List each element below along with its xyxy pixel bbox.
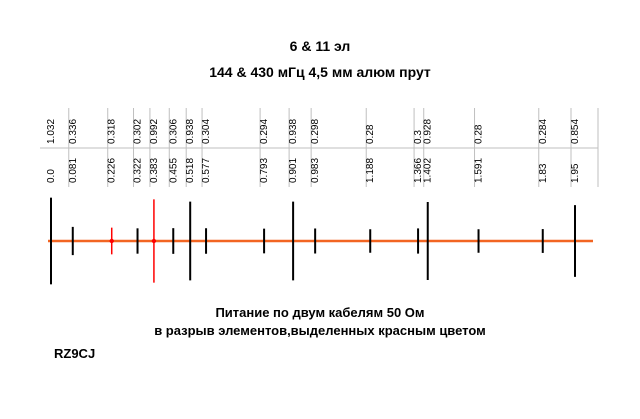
element-length-label: 1.032: [46, 119, 57, 144]
caption-line-1: Питание по двум кабелям 50 Ом: [0, 305, 640, 320]
element-length-label: 0.992: [149, 119, 160, 144]
element-position-label: 0.518: [185, 158, 196, 183]
element-position-label: 0.455: [168, 158, 179, 183]
feed-point-marker: [110, 239, 114, 243]
element-length-label: 0.28: [474, 124, 485, 144]
element-length-label: 0.298: [310, 119, 321, 144]
element-length-label: 0.928: [423, 119, 434, 144]
element-position-label: 0.983: [310, 158, 321, 183]
element-position-label: 0.081: [68, 158, 79, 183]
element-length-label: 0.304: [201, 119, 212, 144]
element-position-label: 1.188: [365, 158, 376, 183]
element-position-label: 1.95: [570, 163, 581, 183]
author-callsign: RZ9CJ: [54, 346, 95, 361]
feed-point-marker: [152, 239, 156, 243]
element-position-label: 0.577: [201, 158, 212, 183]
element-position-label: 0.793: [259, 158, 270, 183]
element-position-label: 1.83: [538, 163, 549, 183]
element-length-label: 0.284: [538, 119, 549, 144]
element-length-label: 0.854: [570, 119, 581, 144]
caption-line-2: в разрыв элементов,выделенных красным цв…: [0, 323, 640, 338]
element-length-label: 0.28: [365, 124, 376, 144]
element-position-label: 0.0: [46, 169, 57, 183]
element-length-label: 0.294: [259, 119, 270, 144]
element-position-label: 1.591: [474, 158, 485, 183]
element-length-label: 0.306: [168, 119, 179, 144]
element-length-label: 0.938: [288, 119, 299, 144]
element-position-label: 0.383: [149, 158, 160, 183]
element-length-label: 0.336: [68, 119, 79, 144]
element-position-label: 0.901: [288, 158, 299, 183]
element-length-label: 0.318: [107, 119, 118, 144]
element-position-label: 0.226: [107, 158, 118, 183]
element-length-label: 0.302: [133, 119, 144, 144]
element-length-label: 0.938: [185, 119, 196, 144]
element-position-label: 1.402: [423, 158, 434, 183]
element-position-label: 0.322: [133, 158, 144, 183]
